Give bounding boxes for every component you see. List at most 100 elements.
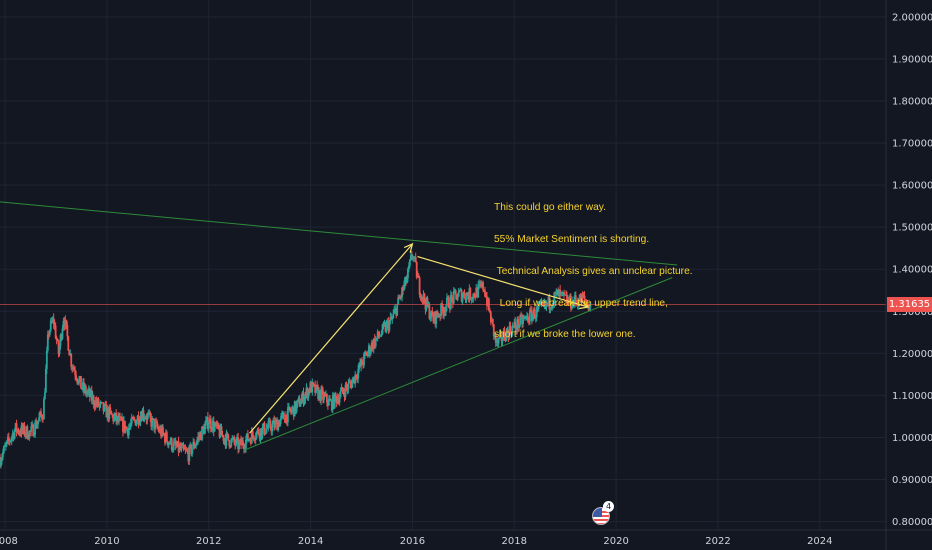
candle bbox=[452, 286, 455, 305]
candle-body bbox=[259, 428, 262, 439]
candle-body bbox=[338, 396, 341, 403]
candle bbox=[155, 417, 158, 423]
candle bbox=[523, 314, 525, 321]
candle bbox=[8, 438, 11, 446]
candle bbox=[302, 387, 305, 407]
candle-body bbox=[160, 428, 162, 437]
candle-body bbox=[500, 332, 503, 342]
candle-body bbox=[174, 441, 177, 446]
candle-body bbox=[548, 296, 551, 309]
candle bbox=[113, 412, 116, 423]
candle-body bbox=[525, 316, 527, 318]
candle bbox=[367, 343, 370, 357]
candle-body bbox=[99, 402, 102, 405]
candle-body bbox=[391, 317, 394, 320]
candle-body bbox=[257, 429, 260, 435]
candle-body bbox=[136, 415, 139, 421]
candle bbox=[333, 392, 336, 409]
candle bbox=[470, 296, 473, 304]
candle bbox=[184, 444, 187, 454]
candle-body bbox=[171, 449, 174, 451]
candle bbox=[256, 427, 259, 434]
arrow-head bbox=[579, 300, 590, 310]
candle bbox=[526, 312, 528, 321]
candle-body bbox=[96, 399, 99, 405]
candle-body bbox=[295, 403, 298, 412]
candle bbox=[240, 435, 242, 450]
candle bbox=[344, 382, 347, 401]
candle-body bbox=[161, 427, 163, 437]
candle-body bbox=[294, 401, 297, 412]
candle bbox=[342, 387, 345, 396]
candle bbox=[419, 292, 422, 301]
candle-body bbox=[448, 307, 451, 309]
candle bbox=[416, 270, 419, 278]
candle-body bbox=[137, 415, 140, 424]
candle bbox=[299, 400, 302, 407]
candle bbox=[207, 421, 210, 434]
candle bbox=[86, 388, 89, 397]
candle-body bbox=[31, 424, 34, 427]
candle bbox=[370, 339, 373, 352]
candle bbox=[520, 311, 523, 317]
candle-body bbox=[278, 422, 280, 427]
candle-body bbox=[311, 382, 314, 393]
candle bbox=[38, 412, 40, 422]
candle-body bbox=[104, 404, 107, 406]
y-tick-label: 1.80000 bbox=[892, 96, 932, 107]
candle bbox=[124, 420, 126, 434]
candle bbox=[409, 251, 412, 262]
analysis-note[interactable]: This could go either way. 55% Market Sen… bbox=[494, 182, 754, 352]
candle bbox=[357, 364, 360, 384]
candle-body bbox=[3, 446, 5, 453]
candle bbox=[492, 324, 495, 340]
candle bbox=[2, 448, 4, 461]
candle bbox=[341, 386, 344, 394]
candle-body bbox=[414, 257, 417, 262]
candle-body bbox=[152, 418, 155, 420]
candle bbox=[394, 303, 397, 314]
candle bbox=[354, 371, 357, 388]
candle-body bbox=[333, 393, 336, 408]
trendline bbox=[244, 277, 673, 451]
candle-body bbox=[285, 414, 287, 423]
candle-body bbox=[85, 392, 88, 395]
candle-body bbox=[126, 428, 129, 436]
candle-body bbox=[483, 289, 485, 291]
candle bbox=[440, 302, 442, 320]
candle bbox=[254, 432, 257, 445]
candle bbox=[201, 426, 203, 442]
candle-body bbox=[498, 333, 501, 339]
candle-body bbox=[218, 429, 221, 438]
candle bbox=[345, 381, 348, 392]
candle bbox=[168, 440, 171, 445]
candle-body bbox=[131, 417, 134, 419]
candle-body bbox=[413, 257, 416, 259]
candle bbox=[144, 415, 147, 420]
candle bbox=[132, 415, 135, 421]
candle-body bbox=[369, 350, 372, 354]
candle bbox=[292, 406, 295, 420]
candle-body bbox=[92, 395, 95, 405]
candle-body bbox=[183, 448, 186, 450]
candle bbox=[185, 446, 188, 452]
candle bbox=[88, 386, 91, 402]
candle-body bbox=[372, 338, 375, 350]
candle bbox=[432, 312, 435, 324]
candle bbox=[28, 430, 31, 442]
candle-body bbox=[158, 428, 160, 433]
candle bbox=[239, 438, 241, 446]
candle-body bbox=[82, 382, 84, 389]
candle-body bbox=[38, 417, 40, 422]
candle-body bbox=[465, 293, 468, 301]
candle bbox=[134, 419, 137, 426]
candle-body bbox=[233, 437, 236, 443]
candle-body bbox=[282, 413, 284, 415]
candle bbox=[530, 306, 533, 325]
candle bbox=[211, 417, 214, 434]
candle-body bbox=[433, 312, 436, 322]
candle-body bbox=[401, 287, 403, 297]
candle bbox=[491, 318, 494, 328]
candle bbox=[84, 382, 86, 394]
